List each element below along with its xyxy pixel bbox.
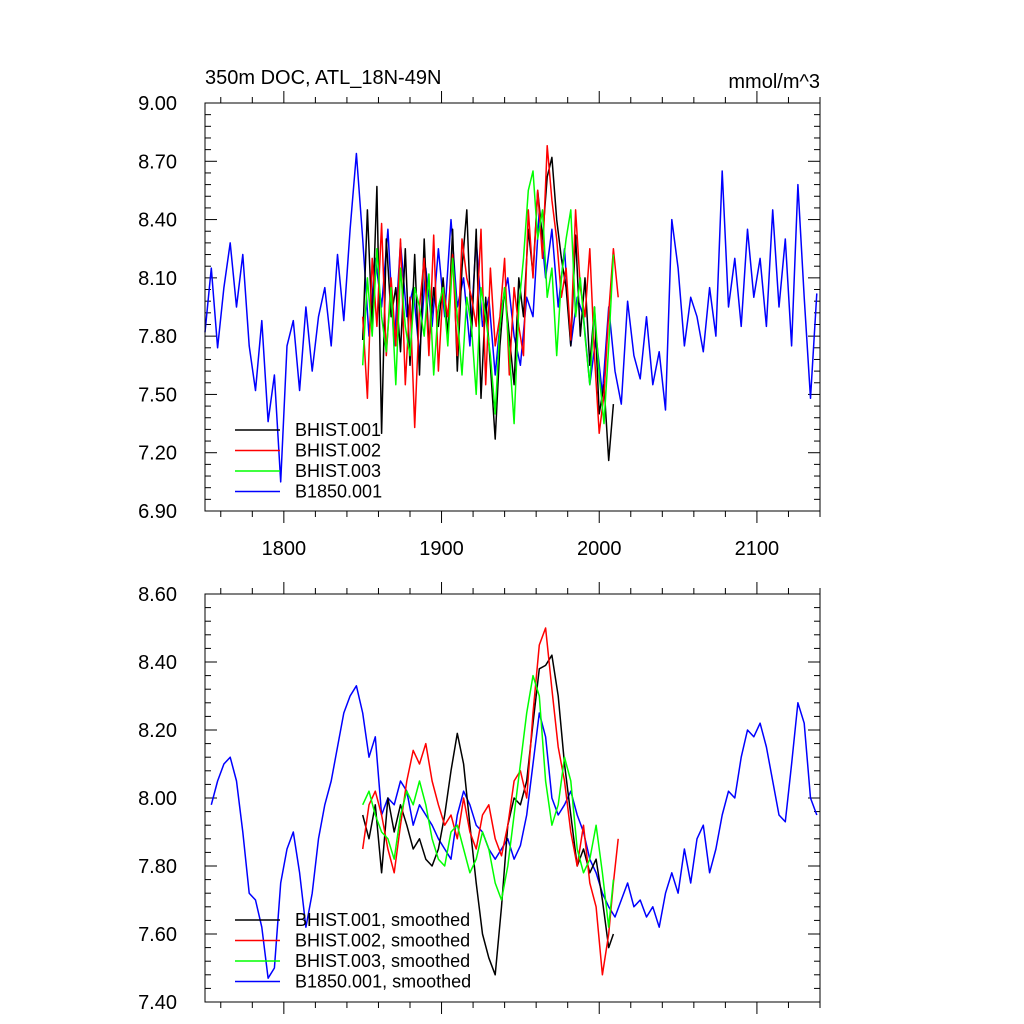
top-plot-frame <box>204 102 821 512</box>
top-legend-label: BHIST.001 <box>295 420 381 440</box>
top-ytick-label: 8.40 <box>138 210 177 232</box>
bottom-series-line-1 <box>361 627 619 976</box>
top-ytick-label: 7.80 <box>138 326 177 348</box>
top-legend-label: BHIST.003 <box>295 461 381 481</box>
bottom-series-line-2 <box>362 674 615 928</box>
top-axis-ticks: 6.90 7.20 7.50 7.80 8.10 8.40 8.70 9.00 1800 1900… <box>138 91 821 560</box>
bottom-plot-frame <box>204 593 821 1003</box>
top-plot-series <box>204 144 818 483</box>
top-series-line-2 <box>361 170 615 425</box>
top-ytick-label: 8.10 <box>138 268 177 290</box>
top-series-line-1 <box>361 144 619 435</box>
top-xtick-label: 2000 <box>577 538 622 560</box>
bottom-legend-label: BHIST.002, smoothed <box>295 931 470 951</box>
bottom-panel: 7.40 7.60 7.80 8.00 8.20 8.40 8.60 BHIST.001, … <box>138 582 821 1014</box>
top-xtick-label: 1800 <box>262 538 307 560</box>
top-xtick-label: 1900 <box>419 538 464 560</box>
bottom-ytick-label: 7.40 <box>138 992 177 1014</box>
top-ytick-label: 6.90 <box>138 501 177 523</box>
bottom-series-line-3 <box>210 685 818 979</box>
bottom-series-line-0 <box>361 654 615 976</box>
bottom-legend-label: BHIST.003, smoothed <box>295 951 470 971</box>
top-xtick-label: 2100 <box>735 538 780 560</box>
bottom-ytick-label: 8.60 <box>138 584 177 606</box>
top-ytick-label: 7.20 <box>138 443 177 465</box>
bottom-ytick-label: 8.00 <box>138 788 177 810</box>
top-chart-title: 350m DOC, ATL_18N-49N <box>205 67 441 89</box>
top-ytick-label: 7.50 <box>138 384 177 406</box>
bottom-legend-label: BHIST.001, smoothed <box>295 910 470 930</box>
top-ytick-label: 8.70 <box>138 151 177 173</box>
bottom-ytick-label: 7.60 <box>138 924 177 946</box>
bottom-ytick-label: 8.20 <box>138 720 177 742</box>
top-series-line-3 <box>204 152 818 483</box>
top-ytick-label: 9.00 <box>138 93 177 115</box>
bottom-ytick-label: 8.40 <box>138 652 177 674</box>
top-panel: 350m DOC, ATL_18N-49N mmol/m^3 6.90 7.20 7… <box>138 67 821 560</box>
bottom-plot-series <box>210 627 818 979</box>
bottom-legend-label: B1850.001, smoothed <box>295 972 471 992</box>
top-legend-label: BHIST.002 <box>295 441 381 461</box>
top-unit-label: mmol/m^3 <box>728 71 820 93</box>
bottom-ytick-label: 7.80 <box>138 856 177 878</box>
top-legend-label: B1850.001 <box>295 482 382 502</box>
